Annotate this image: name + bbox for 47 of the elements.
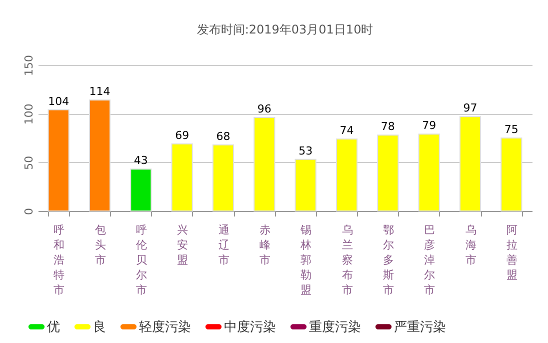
legend-label: 轻度污染 bbox=[139, 318, 191, 335]
data-label: 79 bbox=[422, 119, 436, 132]
x-tick-label: 呼伦贝尔市 bbox=[136, 224, 147, 296]
x-tick-label: 呼和浩特市 bbox=[54, 224, 65, 296]
x-tick-label: 赤峰市 bbox=[259, 224, 270, 266]
data-label: 114 bbox=[89, 85, 110, 98]
data-label: 68 bbox=[216, 130, 230, 143]
y-tick-label: 100 bbox=[22, 104, 36, 125]
legend-label: 严重污染 bbox=[394, 320, 446, 335]
data-label: 96 bbox=[257, 102, 272, 116]
legend-label: 优 bbox=[47, 320, 60, 335]
x-tick-label: 包头市 bbox=[94, 224, 106, 266]
bar bbox=[294, 158, 316, 212]
bar bbox=[500, 138, 522, 212]
data-label: 75 bbox=[504, 123, 518, 136]
legend-label: 重度污染 bbox=[309, 318, 361, 335]
data-label: 78 bbox=[380, 120, 395, 134]
y-tick-label: 50 bbox=[22, 156, 36, 170]
bar bbox=[377, 134, 399, 212]
bar bbox=[459, 116, 482, 212]
x-tick-label: 锡林郭勒盟 bbox=[300, 224, 312, 296]
bar bbox=[130, 168, 152, 212]
x-tick-label: 巴彦淖尔市 bbox=[424, 224, 436, 296]
data-label: 43 bbox=[134, 154, 148, 168]
bar bbox=[254, 117, 276, 212]
x-tick-label: 乌海市 bbox=[465, 224, 476, 266]
data-label: 97 bbox=[463, 102, 478, 115]
data-label: 74 bbox=[340, 124, 354, 137]
bar bbox=[171, 143, 193, 212]
bar bbox=[212, 144, 234, 212]
bar bbox=[336, 138, 358, 212]
x-tick-label: 阿拉善盟 bbox=[506, 224, 518, 282]
legend-label: 良 bbox=[93, 320, 106, 335]
x-tick-label: 乌兰察布市 bbox=[342, 224, 353, 296]
bar bbox=[418, 134, 440, 212]
bar bbox=[48, 109, 70, 212]
x-tick-label: 通辽市 bbox=[218, 224, 230, 266]
legend-label: 中度污染 bbox=[224, 318, 276, 335]
data-label: 104 bbox=[48, 94, 70, 108]
x-tick-label: 鄂尔多斯市 bbox=[382, 224, 394, 296]
data-label: 69 bbox=[175, 128, 190, 142]
chart-title: 发布时间:2019年03月01日10时 bbox=[196, 22, 374, 36]
x-tick-label: 兴安盟 bbox=[177, 224, 188, 266]
bar bbox=[88, 100, 111, 212]
data-label: 53 bbox=[298, 144, 313, 158]
y-tick-label: 0 bbox=[22, 208, 36, 215]
y-tick-label: 150 bbox=[22, 55, 36, 76]
